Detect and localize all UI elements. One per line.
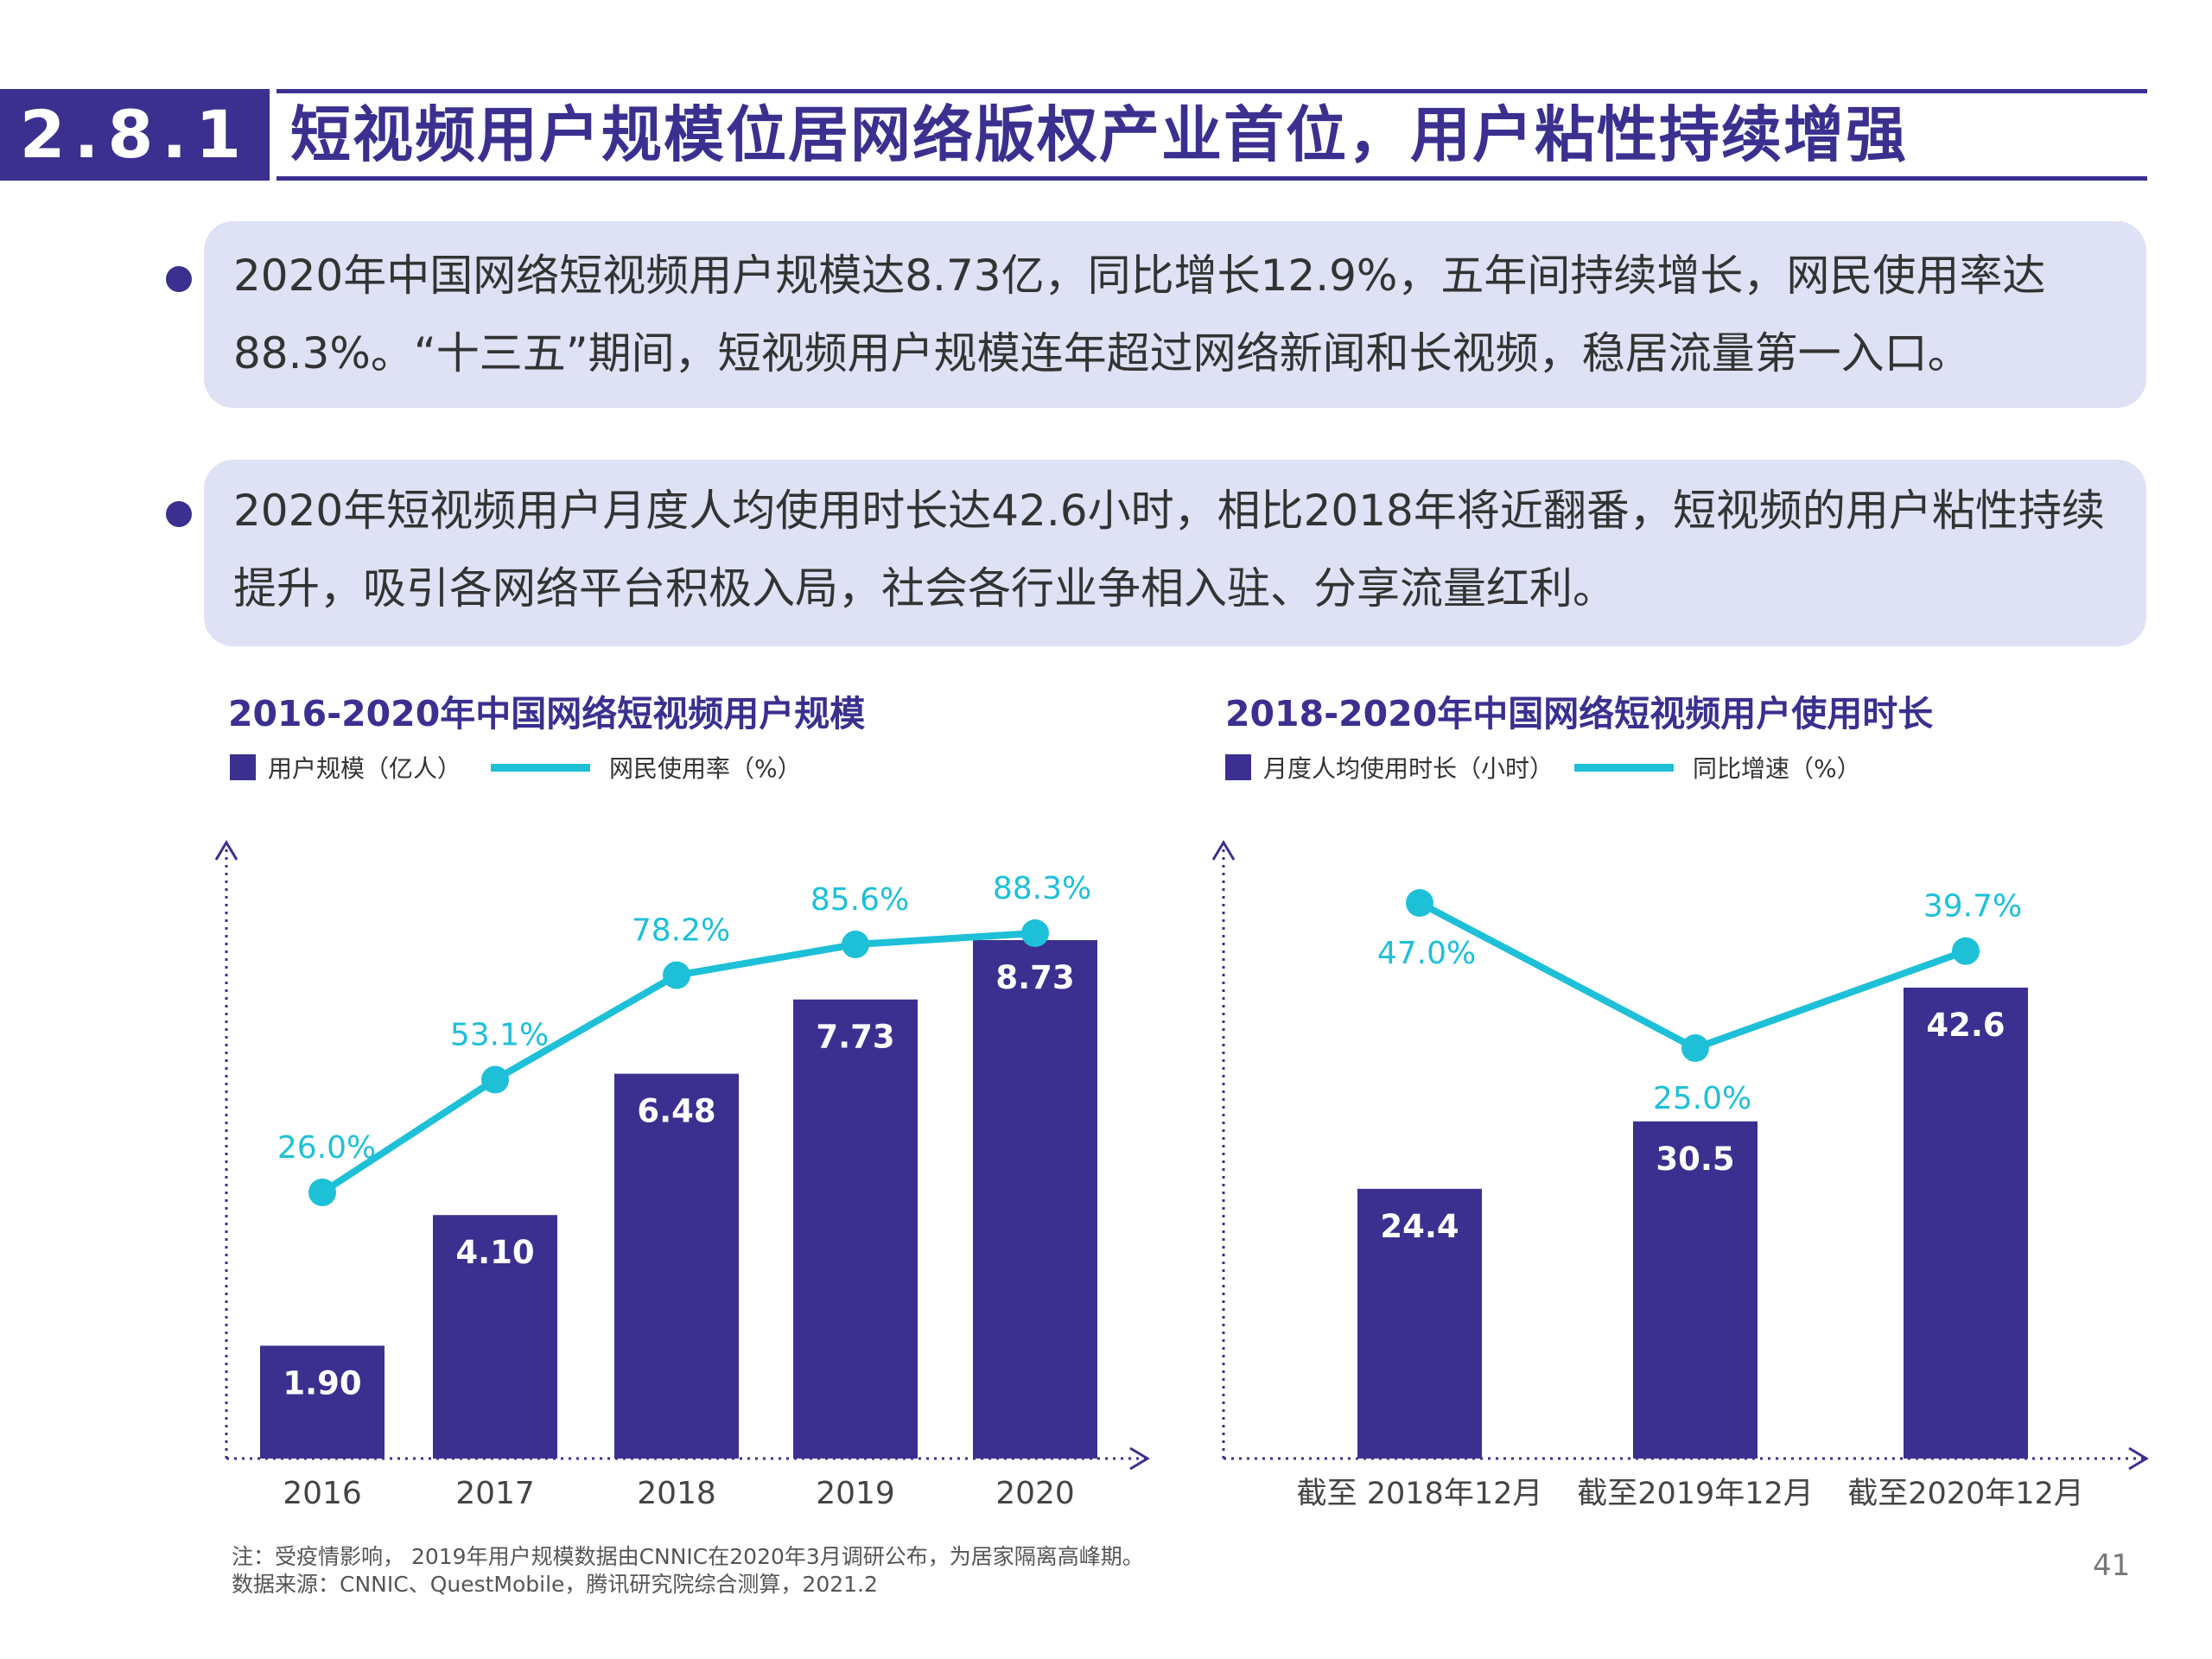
x-tick-label: 截至2019年12月 xyxy=(1577,1477,1814,1511)
line-point xyxy=(1021,919,1049,947)
x-tick-label: 2019 xyxy=(816,1476,895,1511)
bar xyxy=(433,1215,557,1459)
chart-2-title: 2018-2020年中国网络短视频用户使用时长 xyxy=(1225,693,1934,734)
bar-value-label: 4.10 xyxy=(455,1234,534,1271)
bar-value-label: 6.48 xyxy=(637,1093,715,1130)
legend-line-swatch xyxy=(491,763,591,772)
line-point xyxy=(481,1065,509,1094)
bullet-dot-icon xyxy=(166,266,192,292)
bullet-dot-icon xyxy=(166,501,192,527)
x-axis-arrow-icon xyxy=(1129,1446,1150,1471)
footnote-source: 数据来源：CNNIC、QuestMobile，腾讯研究院综合测算，2021.2 xyxy=(232,1572,878,1597)
x-tick-label: 2016 xyxy=(283,1476,362,1511)
line-point xyxy=(1681,1034,1709,1062)
chart-2-legend: 月度人均使用时长（小时） 同比增速（%） xyxy=(1225,750,1861,785)
bullet-text-1: 2020年中国网络短视频用户规模达8.73亿，同比增长12.9%，五年间持续增长… xyxy=(233,237,2152,392)
legend-line-swatch xyxy=(1574,763,1675,772)
header-bottom-rule xyxy=(276,176,2147,181)
legend-line-label: 同比增速（%） xyxy=(1693,754,1861,783)
chart-1-title: 2016-2020年中国网络短视频用户规模 xyxy=(228,693,866,734)
legend-bar-swatch xyxy=(230,754,256,780)
legend-line-label: 网民使用率（%） xyxy=(609,754,802,783)
line-point xyxy=(1406,889,1433,917)
line-point xyxy=(308,1179,336,1206)
bar xyxy=(1904,988,2028,1459)
line-value-label: 53.1% xyxy=(450,1018,549,1053)
legend-bar-swatch xyxy=(1225,754,1251,780)
y-axis-arrow-icon xyxy=(1211,840,1236,861)
header-top-rule xyxy=(276,89,2147,93)
bar xyxy=(614,1073,739,1459)
legend-bar-label: 月度人均使用时长（小时） xyxy=(1263,754,1554,783)
y-axis-arrow-icon xyxy=(214,840,238,861)
bullet-1-line-1: 2020年中国网络短视频用户规模达8.73亿，同比增长12.9%，五年间持续增长… xyxy=(233,251,2046,301)
bullet-2-line-2: 提升，吸引各网络平台积极入局，社会各行业争相入驻、分享流量红利。 xyxy=(233,563,1616,613)
bar-value-label: 42.6 xyxy=(1926,1007,2005,1044)
bullet-2-line-1: 2020年短视频用户月度人均使用时长达42.6小时，相比2018年将近翻番，短视… xyxy=(233,486,2105,536)
bullet-1-line-2: 88.3%。“十三五”期间，短视频用户规模连年超过网络新闻和长视频，稳居流量第一… xyxy=(233,328,1971,378)
bar xyxy=(793,999,918,1459)
bar-value-label: 30.5 xyxy=(1656,1141,1734,1178)
line-value-label: 25.0% xyxy=(1653,1081,1751,1116)
bar-value-label: 8.73 xyxy=(995,959,1074,996)
bullet-box-2 xyxy=(204,460,2146,646)
bar xyxy=(1633,1121,1758,1459)
bar-value-label: 7.73 xyxy=(816,1019,894,1056)
bar xyxy=(973,940,1097,1459)
x-tick-label: 截至 2018年12月 xyxy=(1297,1477,1543,1511)
bullet-box-1 xyxy=(204,221,2146,408)
x-tick-label: 截至2020年12月 xyxy=(1847,1477,2084,1511)
line-value-label: 85.6% xyxy=(810,882,909,918)
chart-1-legend: 用户规模（亿人） 网民使用率（%） xyxy=(230,750,802,785)
line-value-label: 26.0% xyxy=(277,1130,376,1166)
line-value-label: 78.2% xyxy=(632,913,730,949)
legend-bar-label: 用户规模（亿人） xyxy=(268,754,462,783)
bullet-text-2: 2020年短视频用户月度人均使用时长达42.6小时，相比2018年将近翻番，短视… xyxy=(233,472,2152,627)
line-value-label: 39.7% xyxy=(1923,889,2022,925)
line-point xyxy=(1952,937,1980,965)
line-point xyxy=(663,961,690,989)
page-title: 短视频用户规模位居网络版权产业首位，用户粘性持续增强 xyxy=(290,99,1908,170)
bar-value-label: 1.90 xyxy=(283,1364,361,1402)
x-axis-arrow-icon xyxy=(2128,1446,2149,1471)
page-number: 41 xyxy=(2093,1548,2131,1583)
x-tick-label: 2017 xyxy=(455,1476,535,1511)
line-series xyxy=(1418,899,1967,1052)
x-tick-label: 2018 xyxy=(637,1476,716,1511)
line-value-label: 47.0% xyxy=(1377,936,1476,971)
bar xyxy=(260,1345,385,1459)
section-number: 2.8.1 xyxy=(0,89,270,181)
line-point xyxy=(842,931,869,959)
bar-value-label: 24.4 xyxy=(1380,1208,1459,1245)
bar xyxy=(1357,1188,1482,1459)
footnote-note: 注：受疫情影响， 2019年用户规模数据由CNNIC在2020年3月调研公布，为… xyxy=(232,1544,1144,1569)
x-tick-label: 2020 xyxy=(995,1476,1075,1511)
line-value-label: 88.3% xyxy=(993,871,1091,906)
